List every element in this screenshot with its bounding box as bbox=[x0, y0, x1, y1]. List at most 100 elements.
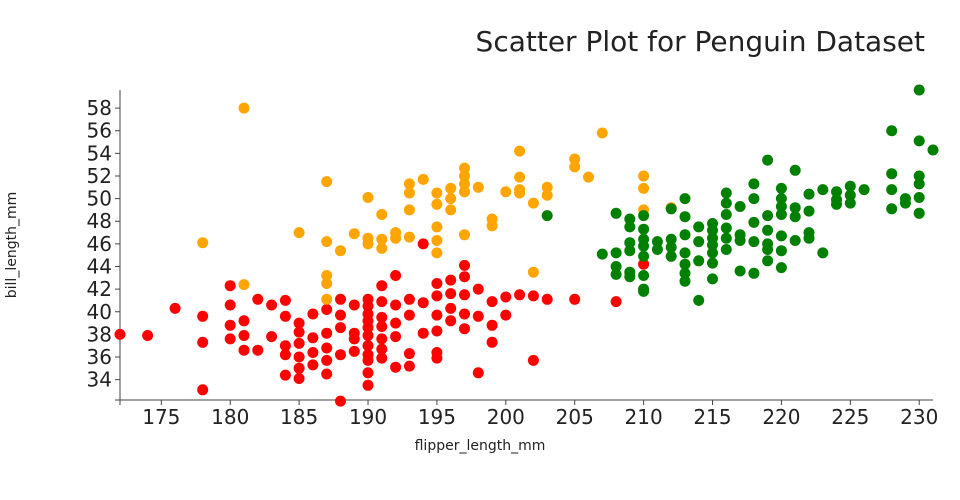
scatter-point bbox=[541, 210, 553, 222]
scatter-point bbox=[693, 294, 705, 306]
scatter-point bbox=[789, 164, 801, 176]
scatter-point bbox=[403, 293, 415, 305]
scatter-point bbox=[679, 247, 691, 259]
x-tick-label: 225 bbox=[831, 405, 869, 429]
scatter-point bbox=[886, 168, 898, 180]
scatter-point bbox=[417, 297, 429, 309]
scatter-point bbox=[679, 193, 691, 205]
scatter-point bbox=[514, 145, 526, 157]
scatter-point bbox=[624, 271, 636, 283]
scatter-point bbox=[348, 299, 360, 311]
scatter-point bbox=[707, 273, 718, 285]
scatter-point bbox=[665, 250, 677, 262]
scatter-point bbox=[913, 178, 925, 190]
scatter-point bbox=[362, 322, 374, 334]
scatter-point bbox=[734, 201, 746, 212]
scatter-point bbox=[445, 302, 457, 314]
x-tick-label: 195 bbox=[418, 405, 456, 429]
scatter-point bbox=[803, 188, 815, 200]
scatter-point bbox=[707, 224, 718, 236]
scatter-point bbox=[279, 294, 291, 306]
scatter-point bbox=[720, 197, 732, 209]
scatter-point bbox=[403, 187, 415, 199]
scatter-point bbox=[335, 322, 346, 334]
scatter-point bbox=[362, 330, 374, 341]
scatter-point bbox=[224, 319, 236, 331]
scatter-point bbox=[362, 354, 374, 366]
scatter-point bbox=[293, 326, 305, 338]
y-tick-label: 38 bbox=[87, 322, 112, 346]
scatter-point bbox=[431, 278, 443, 289]
scatter-point bbox=[376, 343, 388, 355]
scatter-point bbox=[169, 302, 181, 314]
scatter-point bbox=[720, 222, 732, 234]
scatter-point bbox=[775, 230, 787, 242]
scatter-point bbox=[762, 255, 774, 267]
scatter-point bbox=[748, 193, 760, 205]
scatter-point bbox=[486, 296, 498, 308]
scatter-point bbox=[197, 310, 209, 322]
scatter-point bbox=[665, 233, 677, 245]
scatter-point bbox=[266, 299, 278, 311]
y-tick-label: 58 bbox=[87, 96, 112, 120]
scatter-point bbox=[720, 244, 732, 255]
scatter-point bbox=[844, 197, 856, 209]
y-tick-label: 34 bbox=[87, 368, 112, 392]
scatter-point bbox=[665, 203, 677, 215]
scatter-point bbox=[431, 325, 443, 337]
scatter-point bbox=[789, 235, 801, 246]
scatter-point bbox=[459, 229, 470, 241]
y-tick-label: 40 bbox=[87, 300, 112, 324]
scatter-point bbox=[335, 395, 346, 407]
scatter-point bbox=[197, 336, 209, 348]
scatter-point bbox=[762, 210, 774, 222]
scatter-point bbox=[417, 173, 429, 185]
scatter-point bbox=[376, 233, 388, 245]
scatter-point bbox=[638, 210, 650, 222]
scatter-point bbox=[417, 327, 429, 339]
scatter-point bbox=[321, 176, 333, 188]
scatter-point bbox=[886, 125, 898, 137]
x-tick-label: 175 bbox=[142, 405, 180, 429]
scatter-point bbox=[569, 161, 581, 173]
scatter-point bbox=[238, 279, 250, 291]
scatter-point bbox=[335, 245, 346, 257]
scatter-point bbox=[775, 201, 787, 212]
scatter-point bbox=[527, 354, 539, 366]
scatter-point bbox=[307, 347, 319, 358]
scatter-point bbox=[362, 379, 374, 391]
y-tick-label: 48 bbox=[87, 209, 112, 233]
scatter-point bbox=[610, 268, 622, 280]
scatter-point bbox=[362, 300, 374, 312]
scatter-point bbox=[403, 309, 415, 321]
scatter-point bbox=[403, 231, 415, 243]
scatter-point bbox=[679, 211, 691, 223]
scatter-point bbox=[913, 207, 925, 219]
scatter-point bbox=[624, 213, 636, 225]
scatter-point bbox=[527, 266, 539, 278]
scatter-point bbox=[224, 299, 236, 311]
scatter-point bbox=[775, 209, 787, 220]
scatter-point bbox=[321, 342, 333, 354]
y-tick-label: 54 bbox=[87, 141, 112, 165]
x-axis-title: flipper_length_mm bbox=[415, 438, 546, 454]
scatter-point bbox=[445, 204, 457, 216]
scatter-point bbox=[293, 351, 305, 363]
scatter-point bbox=[293, 317, 305, 329]
scatter-point bbox=[390, 317, 402, 329]
scatter-point bbox=[707, 239, 718, 251]
scatter-point bbox=[858, 184, 870, 196]
scatter-point bbox=[279, 310, 291, 322]
scatter-point bbox=[638, 258, 650, 270]
x-tick-label: 230 bbox=[900, 405, 938, 429]
scatter-point bbox=[720, 187, 732, 199]
scatter-point bbox=[362, 192, 374, 203]
scatter-point bbox=[899, 197, 911, 209]
scatter-point bbox=[927, 144, 939, 156]
scatter-point bbox=[486, 319, 498, 331]
scatter-point bbox=[472, 310, 484, 322]
scatter-point bbox=[197, 384, 209, 396]
scatter-point bbox=[514, 171, 526, 183]
scatter-point bbox=[321, 368, 333, 380]
scatter-point bbox=[707, 257, 718, 269]
